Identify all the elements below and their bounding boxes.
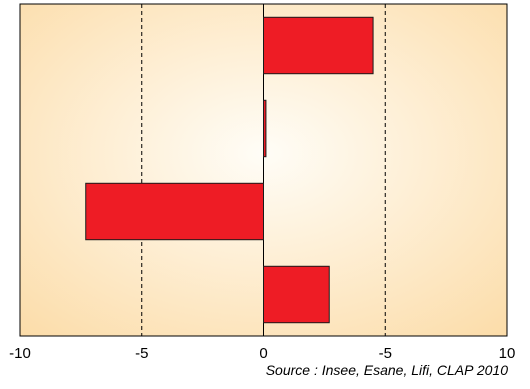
bar-1: [263, 99, 267, 158]
x-tick-label-1: -5: [135, 345, 148, 362]
source-note: Source : Insee, Esane, Lifi, CLAP 2010: [265, 362, 508, 378]
x-tick-label-3: -5: [379, 345, 392, 362]
bar-2: [85, 182, 265, 241]
gridlines: [141, 4, 386, 336]
bar-3: [263, 265, 330, 324]
x-tick-label-2: 0: [259, 345, 267, 362]
x-tick-label-4: 10: [499, 345, 516, 362]
x-tick-labels: -10 -5 0 -5 10: [9, 345, 515, 362]
x-tick-label-0: -10: [9, 345, 31, 362]
bars: [85, 16, 374, 324]
bar-0: [263, 16, 374, 75]
plot-frame: [19, 3, 508, 337]
